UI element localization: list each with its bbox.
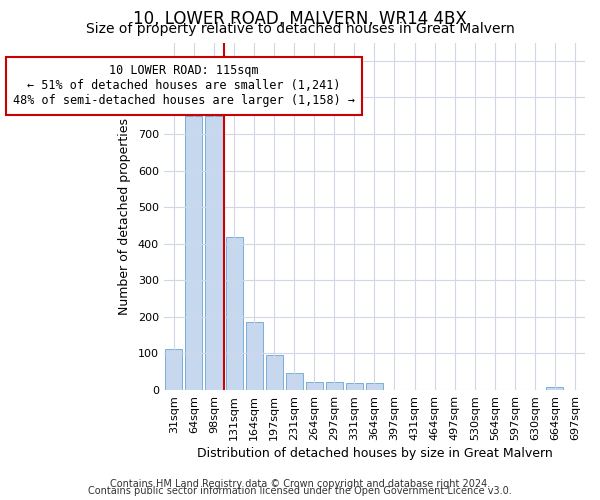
- Text: Size of property relative to detached houses in Great Malvern: Size of property relative to detached ho…: [86, 22, 514, 36]
- Bar: [326, 382, 343, 390]
- Bar: [266, 354, 283, 390]
- Bar: [306, 382, 323, 390]
- Bar: [286, 373, 303, 390]
- Bar: [166, 349, 182, 390]
- Text: Contains public sector information licensed under the Open Government Licence v3: Contains public sector information licen…: [88, 486, 512, 496]
- Bar: [226, 237, 242, 390]
- Bar: [346, 384, 363, 390]
- Text: 10, LOWER ROAD, MALVERN, WR14 4BX: 10, LOWER ROAD, MALVERN, WR14 4BX: [133, 10, 467, 28]
- Bar: [205, 116, 223, 390]
- Text: 10 LOWER ROAD: 115sqm
← 51% of detached houses are smaller (1,241)
48% of semi-d: 10 LOWER ROAD: 115sqm ← 51% of detached …: [13, 64, 355, 108]
- Bar: [547, 387, 563, 390]
- Text: Contains HM Land Registry data © Crown copyright and database right 2024.: Contains HM Land Registry data © Crown c…: [110, 479, 490, 489]
- Bar: [185, 116, 202, 390]
- Bar: [245, 322, 263, 390]
- Y-axis label: Number of detached properties: Number of detached properties: [118, 118, 131, 315]
- X-axis label: Distribution of detached houses by size in Great Malvern: Distribution of detached houses by size …: [197, 447, 553, 460]
- Bar: [366, 383, 383, 390]
